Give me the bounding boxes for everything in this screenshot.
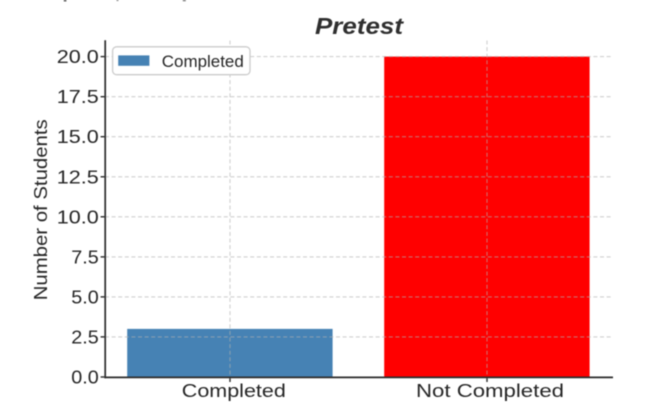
svg-text:12.5: 12.5 (57, 167, 99, 187)
svg-text:Completed: Completed (182, 381, 286, 401)
svg-text:17.5: 17.5 (57, 87, 99, 107)
svg-text:Completed: Completed (162, 52, 244, 71)
svg-text:20.0: 20.0 (57, 47, 99, 67)
svg-text:15.0: 15.0 (57, 127, 99, 147)
svg-text:Number of Students: Number of Students (31, 119, 51, 300)
svg-text:Not Completed: Not Completed (416, 381, 564, 401)
svg-text:Pretest: Pretest (315, 13, 404, 39)
svg-text:5.0: 5.0 (71, 287, 99, 307)
svg-text:10.0: 10.0 (57, 207, 99, 227)
svg-text:7.5: 7.5 (71, 247, 99, 267)
svg-text:2.5: 2.5 (71, 327, 99, 347)
svg-text:0.0: 0.0 (71, 368, 99, 388)
